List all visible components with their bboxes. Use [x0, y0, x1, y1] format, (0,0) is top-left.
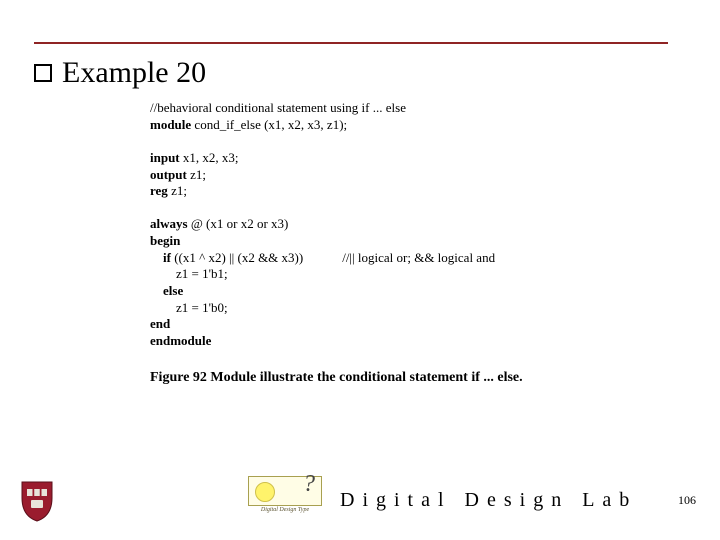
code-line-11: z1 = 1'b0;: [150, 300, 630, 317]
code-line-12: end: [150, 316, 630, 333]
page-number: 106: [678, 493, 696, 508]
code-line-2: module cond_if_else (x1, x2, x3, z1);: [150, 117, 630, 134]
code-line-8: if ((x1 ^ x2) || (x2 && x3)) //|| logica…: [150, 250, 630, 267]
accent-line: [34, 42, 668, 44]
logo-caption: Digital Design Type: [248, 507, 322, 513]
code-blank-1: [150, 133, 630, 150]
slide: Example 20 //behavioral conditional stat…: [0, 0, 720, 540]
heading-text: Example 20: [62, 56, 206, 90]
code-line-5: reg z1;: [150, 183, 630, 200]
code-line-6: always @ (x1 or x2 or x3): [150, 216, 630, 233]
heading-row: Example 20: [34, 56, 206, 90]
code-line-9: z1 = 1'b1;: [150, 266, 630, 283]
code-line-10: else: [150, 283, 630, 300]
footer: ? Digital Design Type Digital Design Lab…: [0, 476, 720, 522]
code-line-7: begin: [150, 233, 630, 250]
crest-icon: [20, 480, 54, 522]
bullet-square-icon: [34, 64, 52, 82]
figure-caption: Figure 92 Module illustrate the conditio…: [150, 370, 523, 386]
thought-logo-icon: ? Digital Design Type: [248, 476, 322, 516]
code-block: //behavioral conditional statement using…: [150, 100, 630, 349]
code-line-4: output z1;: [150, 167, 630, 184]
code-line-1: //behavioral conditional statement using…: [150, 100, 630, 117]
code-line-13: endmodule: [150, 333, 630, 350]
code-blank-2: [150, 200, 630, 217]
footer-title: Digital Design Lab: [340, 489, 637, 512]
code-line-3: input x1, x2, x3;: [150, 150, 630, 167]
